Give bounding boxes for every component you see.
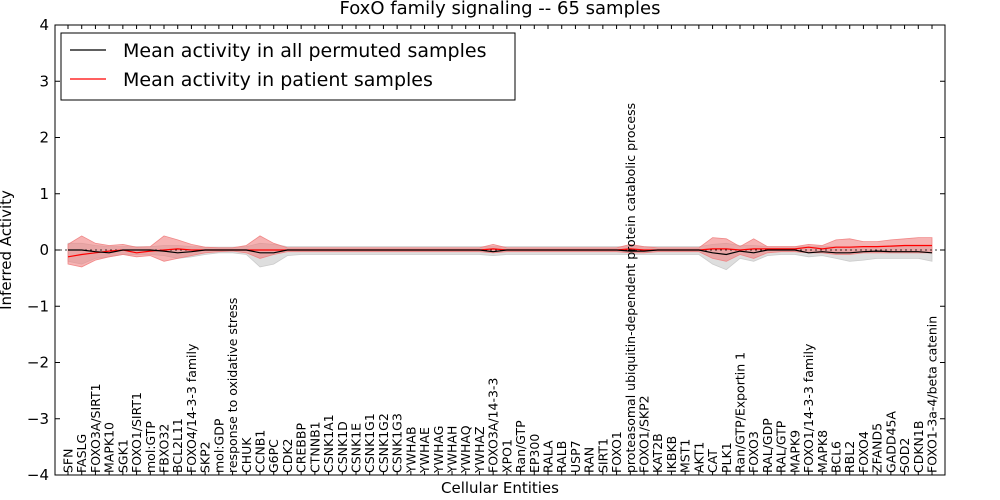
y-tick-label: 1 [39,185,49,203]
permuted-mean-line [68,249,933,256]
x-tick-label: Ran/GTP [513,420,528,473]
x-tick-label: SGK1 [115,439,130,473]
plot-area [55,235,945,271]
x-tick-label: CSNK1A1 [321,414,336,473]
y-tick-label: −3 [27,410,49,428]
x-tick-label: CHUK [239,437,254,473]
legend: Mean activity in all permuted samples Me… [60,32,516,101]
x-tick-label: FOXO1/SIRT1 [129,392,144,473]
y-tick-label: 4 [39,16,49,34]
x-tick-label: FOXO1/14-3-3 family [801,343,816,473]
x-tick-label: CDK2 [280,438,295,473]
x-tick-label: YWHAG [431,426,446,474]
x-tick-label: Ran/GTP/Exportin 1 [733,352,748,473]
x-tick-label: SKP2 [198,441,213,473]
x-tick-label: response to oxidative stress [225,298,240,473]
x-tick-label: RAL/GDP [760,418,775,473]
x-tick-label: FOXO3A/SIRT1 [88,383,103,473]
x-tick-label: BCL6 [829,441,844,473]
x-tick-label: RAN [582,447,597,473]
x-tick-label: CSNK1G3 [390,413,405,473]
x-tick-label: CSNK1G1 [362,413,377,473]
x-tick-label: FOXO4 [856,431,871,473]
x-tick-label: MST1 [678,439,693,473]
x-tick-label: YWHAB [403,426,418,474]
x-tick-label: FASLG [74,434,89,473]
x-tick-label: PLK1 [719,442,734,473]
y-tick-label: −2 [27,354,49,372]
x-tick-label: G6PC [266,439,281,473]
legend-box [60,32,516,101]
x-tick-label: proteasomal ubiquitin-dependent protein … [623,103,638,473]
x-tick-label: FOXO3 [746,431,761,473]
y-axis: 4 3 2 1 0 −1 −2 −3 −4 [27,16,945,484]
y-tick-label: −4 [27,466,49,484]
x-tick-label: mol:GTP [143,421,158,473]
x-tick-label: YWHAH [445,426,460,474]
x-tick-label: MAPK8 [815,430,830,473]
x-tick-label: YWHAQ [458,425,473,474]
x-tick-label: CREBBP [294,423,309,473]
x-tick-label: CAT [705,449,720,473]
x-axis: SFNFASLGFOXO3A/SIRT1MAPK10SGK1FOXO1/SIRT… [61,25,940,475]
x-tick-label: RALA [541,440,556,473]
x-tick-label: CSNK1E [349,423,364,473]
x-tick-label: FOXO4/14-3-3 family [184,343,199,473]
y-tick-label: 3 [39,72,49,90]
x-tick-label: MAPK9 [787,430,802,473]
x-tick-label: GADD45A [883,411,898,473]
x-tick-label: CTNNB1 [307,421,322,473]
x-tick-label: FOXO1-3a-4/beta catenin [925,316,940,473]
chart-title: FoxO family signaling -- 65 samples [340,0,661,19]
x-tick-label: RAL/GTP [774,420,789,473]
x-tick-label: KAT2B [650,433,665,473]
x-tick-label: IKBKB [664,436,679,473]
x-tick-label: XPO1 [499,439,514,473]
x-tick-label: SFN [61,449,76,473]
x-tick-label: RALB [554,441,569,473]
x-tick-label: YWHAZ [472,426,487,474]
legend-label-patient: Mean activity in patient samples [123,69,433,91]
x-tick-label: CDKN1B [911,421,926,473]
x-tick-label: mol:GDP [211,418,226,473]
x-tick-label: CSNK1G2 [376,413,391,473]
x-tick-label: FOXO3A/14-3-3 [486,378,501,473]
x-tick-label: CSNK1D [335,421,350,473]
x-tick-label: AKT1 [691,442,706,473]
legend-label-permuted: Mean activity in all permuted samples [123,40,486,62]
x-tick-label: FOXO1/SKP2 [637,395,652,473]
x-tick-label: CCNB1 [253,430,268,473]
x-tick-label: SOD2 [897,438,912,473]
x-tick-label: SIRT1 [595,438,610,473]
x-tick-label: RBL2 [842,441,857,473]
y-tick-label: 2 [39,129,49,147]
y-tick-label: 0 [39,241,49,259]
x-tick-label: EP300 [527,434,542,473]
y-tick-label: −1 [27,297,49,315]
x-tick-label: FOXO1 [609,431,624,473]
y-axis-label: Inferred Activity [0,190,15,310]
x-tick-label: USP7 [568,440,583,473]
x-tick-label: BCL2L11 [170,418,185,473]
x-tick-label: ZFAND5 [870,423,885,473]
x-tick-label: FBXO32 [157,424,172,473]
x-axis-label: Cellular Entities [441,479,559,497]
x-tick-label: MAPK10 [102,422,117,473]
x-tick-label: YWHAE [417,427,432,474]
